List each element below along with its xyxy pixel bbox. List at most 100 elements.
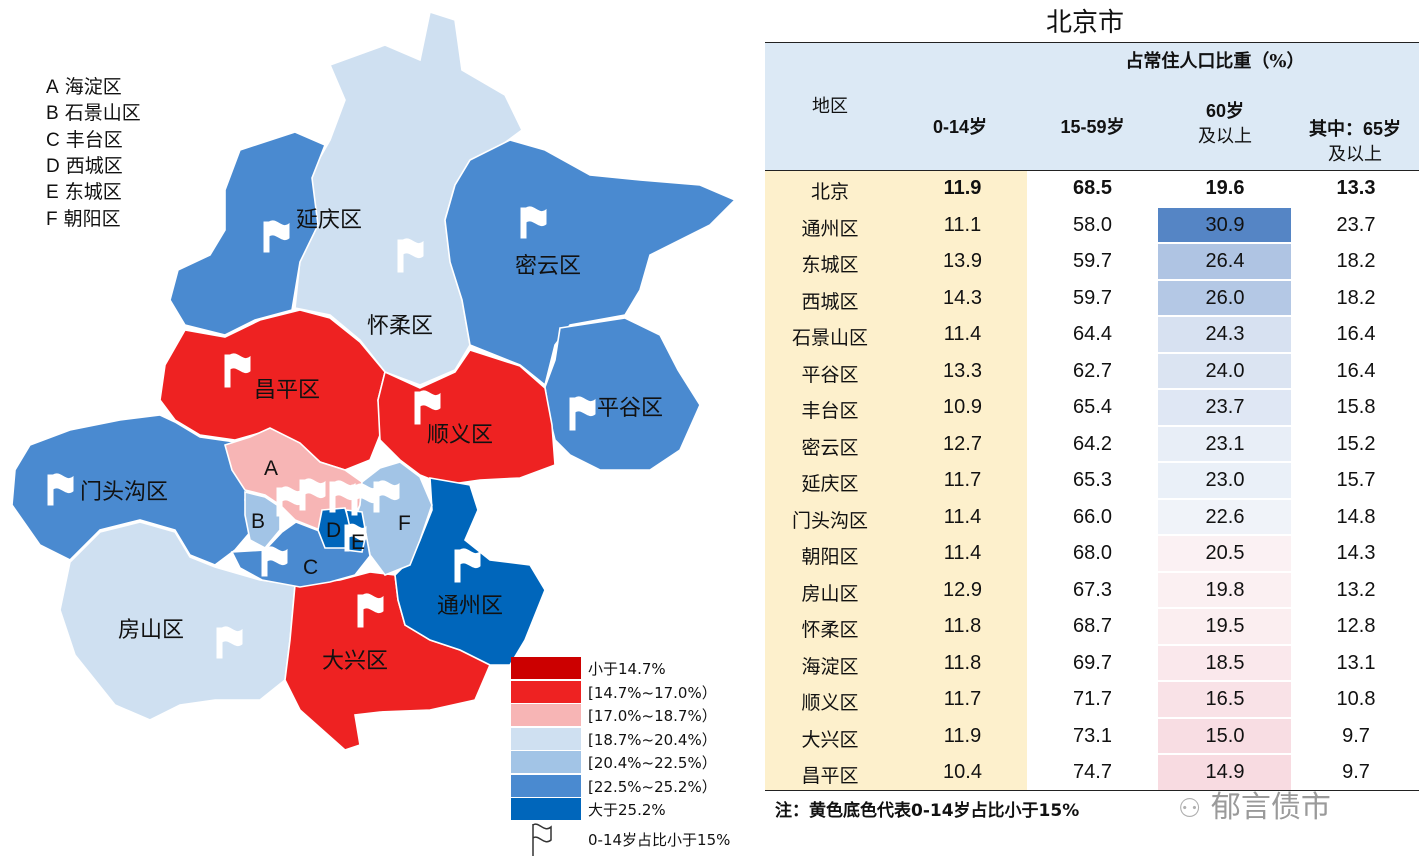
legend-swatch <box>511 657 581 679</box>
population-table: 占常住人口比重（%） 地区 0-14岁 15-59岁 60岁 及以上 其中：65… <box>765 42 1419 791</box>
table-cell: 13.1 <box>1336 651 1376 674</box>
table-cell: 14.3 <box>943 286 982 309</box>
region-miyun <box>444 139 737 387</box>
table-cell: 18.2 <box>1336 286 1376 309</box>
table-cell: 65.3 <box>1073 469 1112 491</box>
abbrev-item: D 西城区 <box>46 155 123 177</box>
table-cell: 11.4 <box>943 542 982 564</box>
flag-icon <box>454 548 481 583</box>
heat-cell <box>1158 609 1291 644</box>
table-cell: 11.1 <box>943 213 982 236</box>
heat-cell <box>1158 645 1291 680</box>
divider <box>765 42 1419 43</box>
flag-icon <box>299 478 326 511</box>
table-cell: 19.6 <box>1205 177 1245 199</box>
label-yanqing: 延庆区 <box>296 208 363 233</box>
flag-icon <box>344 523 367 552</box>
label-huairou: 怀柔区 <box>367 314 434 339</box>
table-cell: 73.1 <box>1073 724 1112 747</box>
legend-swatch <box>511 704 581 726</box>
abbrev-item: C 丰台区 <box>46 129 123 151</box>
table-cell: 11.7 <box>943 688 982 710</box>
flag-icon <box>414 390 441 425</box>
legend-swatch <box>511 681 581 703</box>
table-cell: 65.4 <box>1073 396 1112 418</box>
flag-icon <box>397 238 424 273</box>
heat-cell <box>1158 499 1291 534</box>
heat-cell <box>1158 463 1291 498</box>
color-legend-item: [17.0%~18.7%） <box>511 704 771 726</box>
young-highlight-bg <box>765 170 1027 790</box>
flag-icon <box>357 593 384 628</box>
label-d: D <box>326 519 342 542</box>
table-cell: 23.7 <box>1336 213 1376 236</box>
table-cell: 20.5 <box>1205 542 1245 564</box>
flag-icon <box>276 486 303 517</box>
table-cell: 14.8 <box>1336 505 1376 528</box>
flag-icon <box>351 483 378 516</box>
table-cell: 64.2 <box>1073 432 1112 455</box>
table-cell: 19.8 <box>1205 578 1245 601</box>
row-region-name: 昌平区 <box>801 765 859 787</box>
table-cell: 68.7 <box>1073 615 1112 637</box>
header-0-14: 0-14岁 <box>932 117 988 137</box>
row-region-name: 朝阳区 <box>801 546 859 568</box>
table-cell: 13.9 <box>943 250 982 272</box>
heat-cell <box>1158 755 1291 790</box>
table-cell: 11.4 <box>943 323 982 345</box>
table-cell: 18.2 <box>1336 250 1376 272</box>
row-region-name: 石景山区 <box>791 327 868 349</box>
color-legend-item: [14.7%~17.0%） <box>511 681 771 703</box>
abbrev-item: B 石景山区 <box>46 102 141 124</box>
flag-legend-icon <box>532 823 552 856</box>
header-60-line2: 及以上 <box>1198 126 1252 147</box>
table-cell: 12.9 <box>943 578 982 601</box>
region-changping <box>159 309 386 471</box>
table-cell: 59.7 <box>1073 250 1112 272</box>
heat-cell <box>1158 317 1291 352</box>
flag-legend-label: 0-14岁占比小于15% <box>588 831 731 849</box>
label-e: E <box>351 531 366 554</box>
heat-cell <box>1158 682 1291 717</box>
legend-swatch <box>511 798 581 820</box>
heat-cell <box>1158 718 1291 753</box>
table-cell: 11.8 <box>943 615 982 637</box>
table-cell: 23.0 <box>1205 469 1245 491</box>
region-shunyi <box>377 349 556 486</box>
table-cell: 18.5 <box>1205 651 1245 674</box>
flag-icon <box>216 626 243 659</box>
label-c: C <box>303 556 319 579</box>
map-svg <box>11 10 737 751</box>
table-cell: 59.7 <box>1073 286 1112 309</box>
table-cell: 19.5 <box>1205 615 1245 637</box>
legend-swatch <box>511 775 581 797</box>
row-region-name: 密云区 <box>801 436 859 459</box>
table-cell: 16.4 <box>1336 359 1376 382</box>
flag-icon <box>224 353 251 388</box>
table-cell: 23.7 <box>1205 396 1245 418</box>
table-cell: 13.2 <box>1336 578 1376 601</box>
table-cell: 13.3 <box>943 359 982 382</box>
label-tongzhou: 通州区 <box>437 594 504 619</box>
row-region-name: 西城区 <box>801 290 859 313</box>
flag-icon <box>261 546 288 577</box>
row-region-name: 门头沟区 <box>791 509 868 532</box>
table-cell: 64.4 <box>1073 323 1112 345</box>
row-region-name: 丰台区 <box>801 400 859 422</box>
label-f: F <box>398 512 411 535</box>
table-cell: 11.4 <box>943 505 982 528</box>
wechat-icon: ⚇ <box>1178 794 1202 824</box>
table-cell: 68.5 <box>1073 177 1112 199</box>
divider <box>765 790 1419 791</box>
flag-icon <box>373 480 400 513</box>
table-cell: 69.7 <box>1073 651 1112 674</box>
row-region-name: 北京 <box>810 181 849 203</box>
table-cell: 74.7 <box>1073 761 1112 783</box>
legend-swatch <box>511 751 581 773</box>
label-pinggu: 平谷区 <box>597 396 664 421</box>
table-cell: 15.7 <box>1336 469 1376 491</box>
table-cell: 14.3 <box>1336 542 1376 564</box>
row-region-name: 平谷区 <box>801 363 859 386</box>
row-region-name: 延庆区 <box>801 473 859 495</box>
heat-cell <box>1158 536 1291 571</box>
